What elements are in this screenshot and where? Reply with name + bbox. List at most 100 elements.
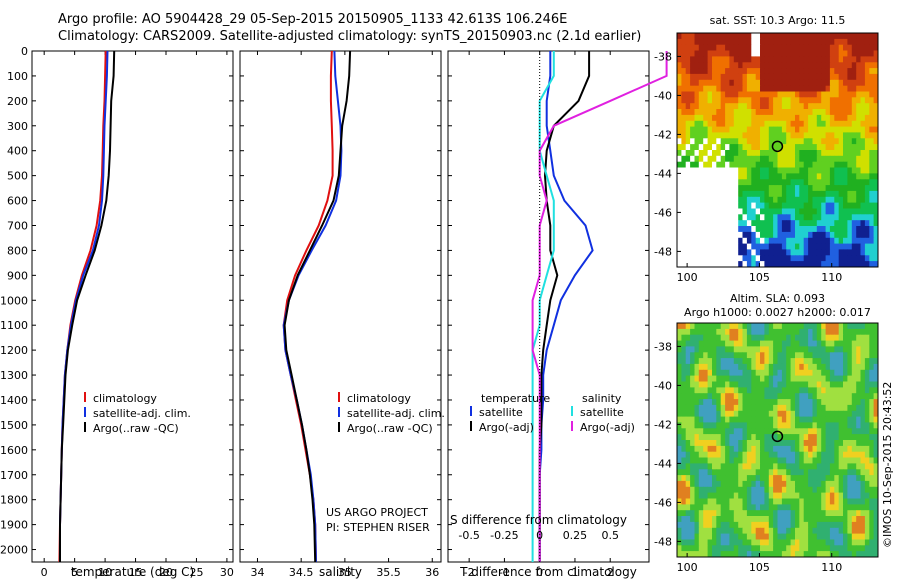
map-cell: [733, 469, 739, 476]
map-cell: [777, 161, 783, 168]
map-cell: [764, 381, 770, 388]
map-cell: [755, 527, 761, 535]
map-cell: [834, 167, 840, 174]
map-cell: [703, 323, 708, 330]
map-cell: [816, 539, 822, 546]
map-cell: [834, 202, 840, 209]
map-cell: [825, 445, 831, 453]
map-cell: [698, 261, 704, 268]
map-cell: [733, 539, 739, 546]
map-cell: [694, 97, 700, 104]
map-cell: [781, 410, 787, 418]
map-cell: [760, 208, 765, 215]
map-cell: [825, 179, 831, 186]
map-cell: [873, 202, 879, 209]
map-cell: [725, 381, 730, 388]
map-cell: [864, 352, 870, 359]
map-cell: [685, 103, 691, 110]
map-cell: [873, 155, 879, 163]
map-cell: [851, 475, 857, 482]
map-cell: [703, 352, 708, 359]
map-cell: [755, 150, 761, 157]
map-cell: [746, 220, 752, 227]
map-cell: [803, 79, 809, 87]
map-cell: [690, 68, 695, 75]
map-cell: [812, 173, 818, 180]
x-tick-label: 35.5: [376, 566, 401, 579]
map-cell: [795, 126, 800, 133]
map-cell: [821, 226, 826, 233]
map-cell: [781, 440, 787, 447]
map-cell: [834, 33, 840, 40]
map-cell: [755, 126, 761, 133]
map-cell: [795, 375, 800, 382]
map-cell: [777, 393, 783, 400]
map-cell: [825, 231, 831, 239]
map-cell: [864, 97, 870, 104]
map-cell: [760, 352, 765, 359]
map-cell: [786, 208, 791, 215]
map-cell: [825, 510, 831, 517]
y-tick-label: -40: [654, 89, 672, 102]
map-cell: [795, 323, 800, 330]
map-cell: [773, 62, 778, 69]
map-cell: [795, 261, 800, 268]
x-tick-label: 5: [71, 566, 78, 579]
map-cell: [773, 114, 778, 122]
map-cell: [729, 469, 735, 476]
map-cell: [838, 179, 844, 186]
map-cell: [825, 202, 831, 209]
map-cell: [694, 255, 700, 262]
map-cell: [781, 249, 787, 256]
map-cell: [738, 231, 743, 239]
map-cell: [808, 533, 813, 540]
map-cell: [821, 457, 826, 464]
y-tick-label: -42: [654, 128, 672, 141]
map-cell: [873, 498, 879, 505]
map-cell: [690, 179, 695, 186]
map-cell: [764, 103, 770, 110]
map-cell: [873, 422, 879, 429]
map-cell: [829, 363, 835, 371]
map-cell: [703, 387, 708, 394]
legend-label: Argo(..raw -QC): [93, 422, 179, 435]
map-cell: [773, 404, 778, 412]
map-cell: [838, 463, 844, 470]
map-cell: [777, 208, 783, 215]
map-cell: [821, 120, 826, 128]
map-cell: [768, 457, 774, 464]
map-cell: [838, 422, 844, 429]
map-cell: [821, 328, 826, 336]
map-cell: [790, 138, 796, 145]
map-cell: [803, 190, 809, 198]
map-cell: [694, 167, 700, 174]
map-cell: [698, 132, 704, 139]
map-cell: [873, 352, 879, 359]
map-cell: [856, 220, 861, 227]
map-cell: [856, 480, 861, 488]
map-cell: [729, 369, 735, 377]
map-cell: [773, 132, 778, 139]
map-cell: [773, 363, 778, 371]
map-cell: [838, 126, 844, 133]
map-cell: [799, 457, 805, 464]
map-cell: [799, 114, 805, 122]
map-cell: [760, 328, 765, 336]
map-cell: [694, 179, 700, 186]
map-cell: [725, 249, 730, 256]
map-cell: [755, 33, 761, 40]
map-cell: [764, 410, 770, 418]
map-cell: [812, 340, 818, 347]
map-cell: [690, 144, 695, 151]
map-cell: [764, 404, 770, 412]
map-cell: [681, 68, 687, 75]
map-cell: [690, 399, 695, 406]
map-cell: [864, 261, 870, 268]
map-cell: [781, 346, 787, 353]
map-cell: [742, 428, 748, 435]
map-cell: [733, 208, 739, 215]
map-cell: [816, 155, 822, 163]
map-cell: [829, 85, 835, 92]
map-cell: [856, 469, 861, 476]
map-cell: [803, 375, 809, 382]
